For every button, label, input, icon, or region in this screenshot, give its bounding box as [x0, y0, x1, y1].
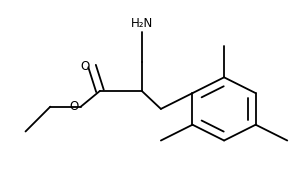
- Text: O: O: [80, 60, 90, 72]
- Text: H₂N: H₂N: [131, 17, 153, 30]
- Text: O: O: [69, 100, 79, 113]
